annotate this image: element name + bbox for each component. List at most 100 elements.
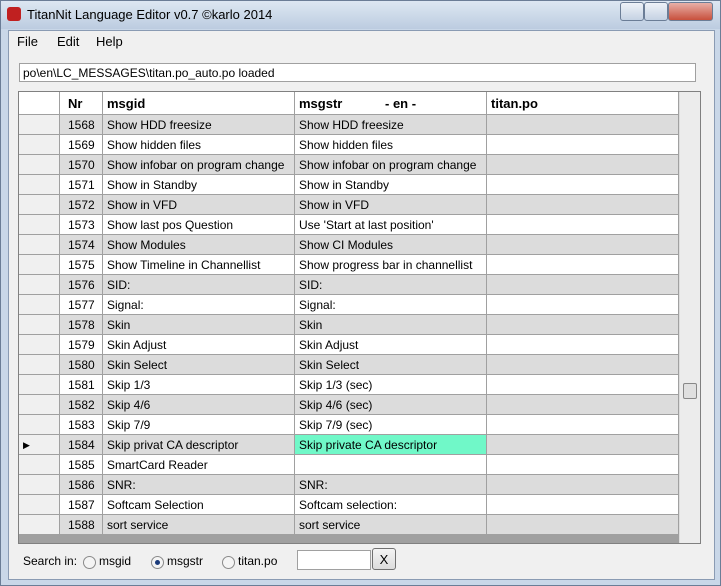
grid-cell[interactable]: 1581 <box>60 375 103 395</box>
grid-cell[interactable] <box>487 155 679 175</box>
grid-cell[interactable]: Use 'Start at last position' <box>295 215 487 235</box>
grid-cell[interactable] <box>487 235 679 255</box>
grid-cell[interactable] <box>487 175 679 195</box>
grid-cell[interactable]: 1576 <box>60 275 103 295</box>
menu-item[interactable]: Edit <box>57 34 80 49</box>
grid-cell[interactable] <box>487 455 679 475</box>
grid-cell[interactable]: 1582 <box>60 395 103 415</box>
grid-cell[interactable]: Show infobar on program change <box>103 155 295 175</box>
grid-cell[interactable] <box>487 275 679 295</box>
grid-cell[interactable] <box>487 415 679 435</box>
maximize-button[interactable] <box>644 2 668 21</box>
grid-cell[interactable]: 1579 <box>60 335 103 355</box>
close-button[interactable] <box>668 2 713 21</box>
status-box: po\en\LC_MESSAGES\titan.po_auto.po loade… <box>19 63 696 82</box>
grid-cell[interactable]: 1572 <box>60 195 103 215</box>
grid-cell[interactable] <box>487 295 679 315</box>
grid-cell[interactable]: 1586 <box>60 475 103 495</box>
menu-item[interactable]: Help <box>96 34 123 49</box>
grid-cell[interactable]: SID: <box>295 275 487 295</box>
grid-cell[interactable]: Show HDD freesize <box>295 115 487 135</box>
grid-cell[interactable]: Show Modules <box>103 235 295 255</box>
grid-cell[interactable]: Skip 7/9 (sec) <box>295 415 487 435</box>
radio-button[interactable] <box>151 556 164 569</box>
grid-cell[interactable]: Softcam selection: <box>295 495 487 515</box>
grid-cell[interactable]: Show in VFD <box>295 195 487 215</box>
grid-cell[interactable]: Skip 1/3 (sec) <box>295 375 487 395</box>
grid-cell[interactable]: Skip 4/6 (sec) <box>295 395 487 415</box>
grid-cell[interactable]: Skin Select <box>103 355 295 375</box>
grid-cell[interactable]: Show HDD freesize <box>103 115 295 135</box>
grid-cell[interactable]: Show Timeline in Channellist <box>103 255 295 275</box>
grid-cell[interactable]: SNR: <box>103 475 295 495</box>
grid-cell[interactable]: 1570 <box>60 155 103 175</box>
clear-button[interactable]: X <box>372 548 396 570</box>
grid-cell[interactable] <box>487 375 679 395</box>
grid-cell[interactable]: 1574 <box>60 235 103 255</box>
grid-cell[interactable]: Skip privat CA descriptor <box>103 435 295 455</box>
grid-cell[interactable]: 1568 <box>60 115 103 135</box>
grid-cell[interactable] <box>295 455 487 475</box>
grid-cell[interactable]: Show in VFD <box>103 195 295 215</box>
grid-cell[interactable]: Skin Adjust <box>103 335 295 355</box>
grid-cell[interactable]: Skip 7/9 <box>103 415 295 435</box>
grid-cell[interactable] <box>487 335 679 355</box>
scroll-thumb[interactable] <box>683 383 697 399</box>
minimize-button[interactable] <box>620 2 644 21</box>
grid-cell[interactable]: Softcam Selection <box>103 495 295 515</box>
grid-cell[interactable] <box>487 195 679 215</box>
grid-cell[interactable]: Show in Standby <box>295 175 487 195</box>
grid-cell[interactable]: 1573 <box>60 215 103 235</box>
grid-cell[interactable]: 1578 <box>60 315 103 335</box>
grid-cell[interactable]: Skip 4/6 <box>103 395 295 415</box>
grid-cell[interactable]: Show hidden files <box>103 135 295 155</box>
grid-cell[interactable] <box>487 495 679 515</box>
grid-cell[interactable]: 1575 <box>60 255 103 275</box>
grid-cell[interactable]: 1588 <box>60 515 103 535</box>
grid-cell[interactable]: 1584 <box>60 435 103 455</box>
grid-cell[interactable]: 1571 <box>60 175 103 195</box>
grid-cell[interactable]: Skip 1/3 <box>103 375 295 395</box>
grid-cell[interactable]: Skip private CA descriptor <box>295 435 487 455</box>
search-input[interactable] <box>297 550 371 570</box>
grid-cell[interactable]: Signal: <box>295 295 487 315</box>
grid-cell[interactable]: 1580 <box>60 355 103 375</box>
grid-cell[interactable]: 1585 <box>60 455 103 475</box>
grid-cell[interactable] <box>487 115 679 135</box>
grid-cell[interactable] <box>487 315 679 335</box>
grid-cell[interactable]: sort service <box>295 515 487 535</box>
grid-cell[interactable] <box>487 435 679 455</box>
grid-cell[interactable]: Show in Standby <box>103 175 295 195</box>
grid-cell[interactable] <box>487 255 679 275</box>
grid-cell[interactable]: SID: <box>103 275 295 295</box>
grid-cell[interactable] <box>487 215 679 235</box>
grid-cell[interactable] <box>487 355 679 375</box>
grid-cell[interactable]: Signal: <box>103 295 295 315</box>
radio-button[interactable] <box>83 556 96 569</box>
grid-cell[interactable]: 1583 <box>60 415 103 435</box>
grid-cell[interactable] <box>487 135 679 155</box>
grid-cell[interactable]: SNR: <box>295 475 487 495</box>
grid-cell[interactable] <box>487 475 679 495</box>
grid-cell[interactable]: sort service <box>103 515 295 535</box>
grid-cell[interactable]: Skin <box>103 315 295 335</box>
grid-cell[interactable]: Skin Adjust <box>295 335 487 355</box>
grid-cell[interactable]: 1587 <box>60 495 103 515</box>
grid-cell[interactable] <box>487 515 679 535</box>
radio-button[interactable] <box>222 556 235 569</box>
grid-cell[interactable]: 1569 <box>60 135 103 155</box>
grid-cell[interactable]: Show hidden files <box>295 135 487 155</box>
grid-cell[interactable]: Show progress bar in channellist <box>295 255 487 275</box>
grid-cell[interactable]: Skin Select <box>295 355 487 375</box>
radio-label: msgid <box>99 554 132 568</box>
vertical-scrollbar[interactable] <box>679 92 700 543</box>
grid-cell[interactable]: 1577 <box>60 295 103 315</box>
grid-cell[interactable]: Show last pos Question <box>103 215 295 235</box>
grid-cell[interactable]: Skin <box>295 315 487 335</box>
grid-cell[interactable] <box>487 395 679 415</box>
menu-item[interactable]: File <box>17 34 38 49</box>
grid-cell[interactable]: Show infobar on program change <box>295 155 487 175</box>
grid-cell[interactable]: SmartCard Reader <box>103 455 295 475</box>
column-header: msgstr <box>295 92 487 115</box>
grid-cell[interactable]: Show CI Modules <box>295 235 487 255</box>
